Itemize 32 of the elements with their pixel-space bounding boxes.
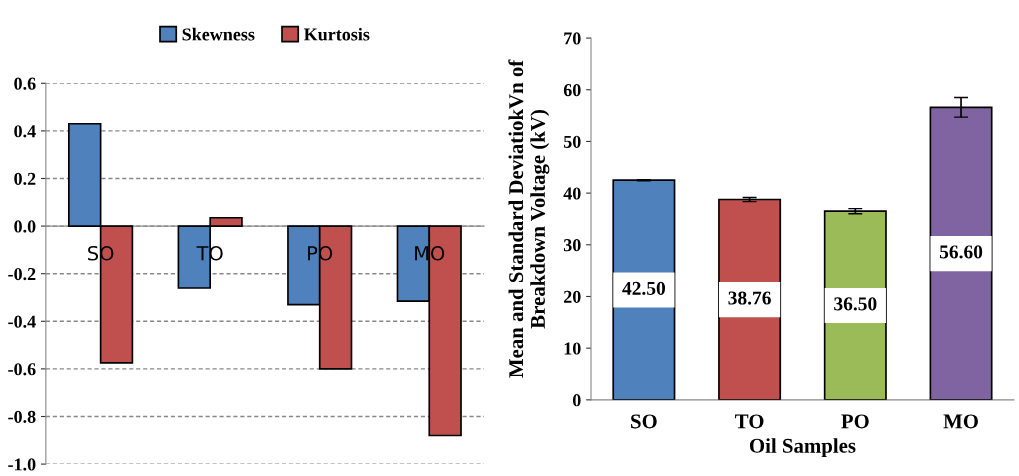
- y-tick-label: -0.2: [8, 267, 36, 281]
- x-tick-label: PO: [308, 245, 333, 261]
- data-label: 56.60: [939, 245, 983, 259]
- y-tick-label: 20: [564, 290, 581, 303]
- x-axis-title: Oil Samples: [749, 438, 856, 458]
- y-tick-label: 0: [572, 394, 581, 407]
- data-label: 42.50: [622, 281, 666, 295]
- x-tick-label: SO: [88, 245, 114, 261]
- y-tick-label: 50: [563, 135, 581, 148]
- y-tick-label: 0.2: [14, 172, 36, 186]
- x-tick-label: SO: [631, 414, 657, 429]
- x-tick-label: TO: [735, 414, 764, 429]
- y-tick-label: -0.8: [8, 410, 36, 424]
- y-tick-label: -1.0: [8, 458, 36, 471]
- x-tick-label: PO: [841, 414, 869, 429]
- y-tick-label: 60: [563, 84, 581, 97]
- y-tick-label: 10: [564, 342, 581, 355]
- y-tick-label: 40: [563, 187, 581, 200]
- y-tick-label: 0.0: [14, 220, 36, 233]
- legend-label: Kurtosis: [303, 27, 370, 41]
- data-label: 38.76: [728, 291, 771, 305]
- y-tick-label: 0.4: [14, 125, 36, 138]
- y-axis-title: Mean and Standard DeviatiokVn of Breakdown Voltage (kV): [508, 59, 550, 378]
- y-tick-label: -0.6: [8, 363, 36, 376]
- y-tick-label: 70: [564, 32, 581, 45]
- y-tick-label: 0.6: [14, 77, 36, 90]
- data-label: 36.50: [834, 297, 877, 311]
- y-tick-label: -0.4: [8, 315, 36, 328]
- legend-label: Skewness: [182, 27, 255, 41]
- x-tick-label: MO: [415, 245, 445, 261]
- y-tick-label: 30: [563, 239, 581, 252]
- x-tick-label: MO: [943, 414, 978, 429]
